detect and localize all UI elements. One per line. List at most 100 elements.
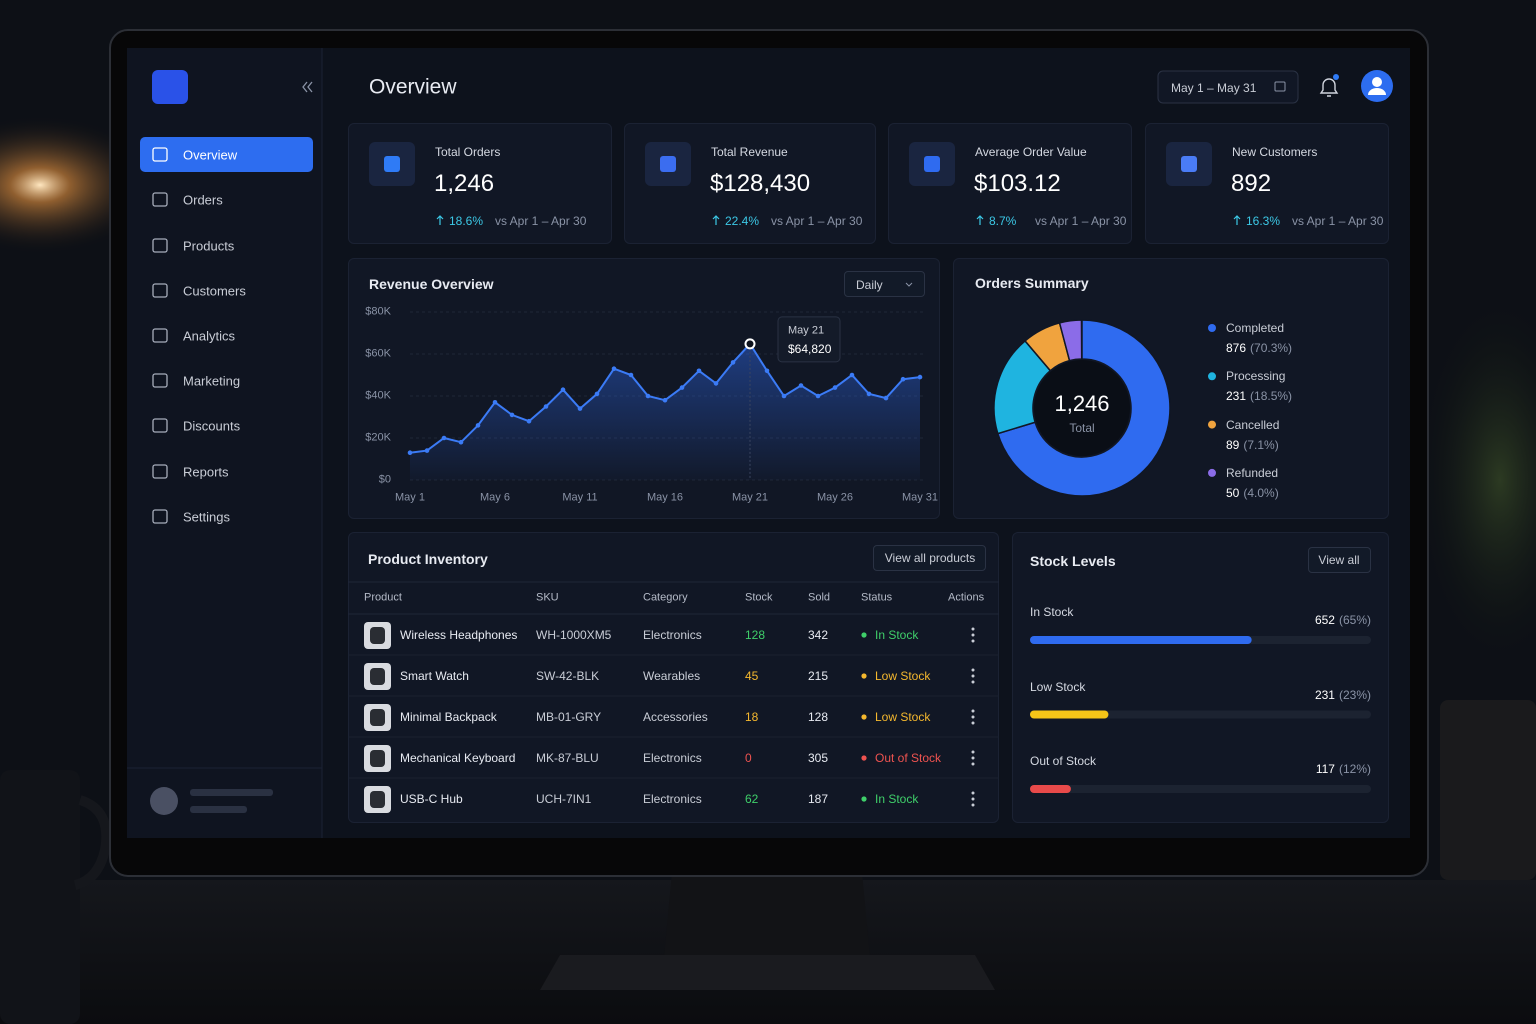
nav-item[interactable]: Settings: [183, 509, 230, 525]
kpi-change: 8.7%: [989, 214, 1017, 228]
plant: [1410, 280, 1536, 680]
action-menu: [971, 721, 975, 725]
revenue-point: [594, 391, 600, 397]
status-dot: [861, 796, 867, 802]
notification-dot: [1333, 74, 1339, 80]
stock-bar: [1030, 636, 1252, 644]
date-range[interactable]: May 1 – May 31: [1171, 81, 1257, 95]
button-label[interactable]: View all products: [884, 551, 976, 565]
card-title: Product Inventory: [368, 551, 488, 567]
user-avatar: [150, 787, 178, 815]
action-menu: [971, 791, 975, 795]
action-menu: [971, 680, 975, 684]
profile-icon: [1368, 88, 1386, 95]
nav-item[interactable]: Reports: [183, 464, 229, 480]
kpi-icon: [924, 156, 940, 172]
category: Electronics: [643, 628, 702, 642]
stock-percent: (23%): [1338, 687, 1371, 702]
view-all-button[interactable]: [1308, 547, 1371, 573]
stock-percent: (12%): [1338, 762, 1371, 776]
revenue-point: [866, 391, 872, 397]
profile-icon: [1372, 77, 1382, 87]
nav-item[interactable]: Marketing: [183, 373, 241, 389]
kpi-value: 1,246: [434, 170, 495, 197]
action-menu: [971, 674, 975, 678]
nav-item[interactable]: Analytics: [183, 328, 236, 344]
action-menu: [971, 750, 975, 754]
sku: MB-01-GRY: [536, 710, 602, 724]
bell-icon[interactable]: [1319, 78, 1339, 97]
y-tick-label: $20K: [365, 431, 391, 444]
revenue-point: [526, 418, 532, 424]
revenue-point: [815, 393, 821, 399]
sku: WH-1000XM5: [536, 628, 612, 642]
stock-percent: (65%): [1338, 613, 1371, 627]
column-header: Category: [643, 591, 688, 604]
card-title: Orders Summary: [975, 275, 1089, 291]
revenue-point: [611, 366, 617, 372]
mug-handle: [73, 795, 112, 890]
logo: [152, 70, 188, 104]
legend-label: Completed: [1226, 321, 1285, 335]
revenue-point: [662, 397, 668, 403]
period-dropdown[interactable]: [844, 271, 925, 297]
period-label[interactable]: Daily: [856, 278, 883, 292]
button-label[interactable]: View all: [1318, 553, 1360, 567]
revenue-point: [645, 393, 651, 399]
revenue-point: [424, 448, 430, 453]
trend-arrow: [436, 215, 444, 225]
stock-bar: [1030, 785, 1071, 793]
kpi-label: Average Order Value: [975, 145, 1087, 159]
nav-icon: [152, 283, 168, 298]
tooltip-value: $64,820: [788, 341, 832, 356]
trend-arrow: [1233, 215, 1241, 225]
kpi-comparison: vs Apr 1 – Apr 30: [771, 214, 863, 228]
legend-dot: [1208, 420, 1216, 429]
nav-item[interactable]: Overview: [183, 147, 238, 163]
tooltip-box: [777, 316, 841, 363]
legend-dot: [1208, 468, 1216, 477]
view-all-products-button[interactable]: [873, 545, 986, 571]
action-menu: [971, 633, 975, 637]
revenue-point: [628, 372, 634, 378]
card-title: Stock Levels: [1030, 553, 1116, 569]
inventory-card: [348, 532, 999, 823]
column-header: Actions: [948, 591, 985, 604]
sidebar: [127, 48, 322, 838]
status: Low Stock: [875, 669, 931, 683]
y-tick-label: $80K: [365, 305, 391, 318]
revenue-point: [543, 404, 549, 409]
action-menu: [971, 756, 975, 760]
kpi-comparison: vs Apr 1 – Apr 30: [1035, 214, 1127, 228]
nav-item[interactable]: Products: [183, 238, 235, 254]
x-tick-label: May 6: [480, 491, 510, 504]
status: Low Stock: [875, 710, 931, 724]
action-menu: [971, 668, 975, 672]
kpi-change: 22.4%: [725, 214, 760, 228]
sku: MK-87-BLU: [536, 751, 599, 765]
revenue-point: [849, 372, 855, 378]
nav-active[interactable]: [140, 137, 313, 172]
nav-icon: [152, 147, 168, 162]
status-dot: [861, 755, 867, 761]
collapse-icon[interactable]: [302, 81, 313, 93]
action-menu: [971, 803, 975, 807]
product-name: Minimal Backpack: [400, 710, 497, 724]
donut-slice: [1058, 319, 1083, 362]
legend-label: Processing: [1226, 369, 1286, 384]
stand-base: [540, 955, 995, 990]
nav-item[interactable]: Orders: [183, 192, 223, 208]
nav-item[interactable]: Discounts: [183, 418, 241, 434]
action-menu: [971, 715, 975, 719]
legend-label: Refunded: [1226, 465, 1279, 480]
nav-icon: [152, 373, 168, 388]
date-picker[interactable]: [1157, 70, 1299, 104]
x-tick-label: May 11: [562, 491, 598, 504]
legend-value: 876: [1226, 341, 1247, 355]
kpi-label: Total Revenue: [711, 145, 788, 159]
product-thumb-shape: [370, 709, 385, 726]
nav-icon: [152, 238, 168, 253]
nav-item[interactable]: Customers: [183, 283, 246, 299]
product-name: USB-C Hub: [400, 792, 463, 806]
